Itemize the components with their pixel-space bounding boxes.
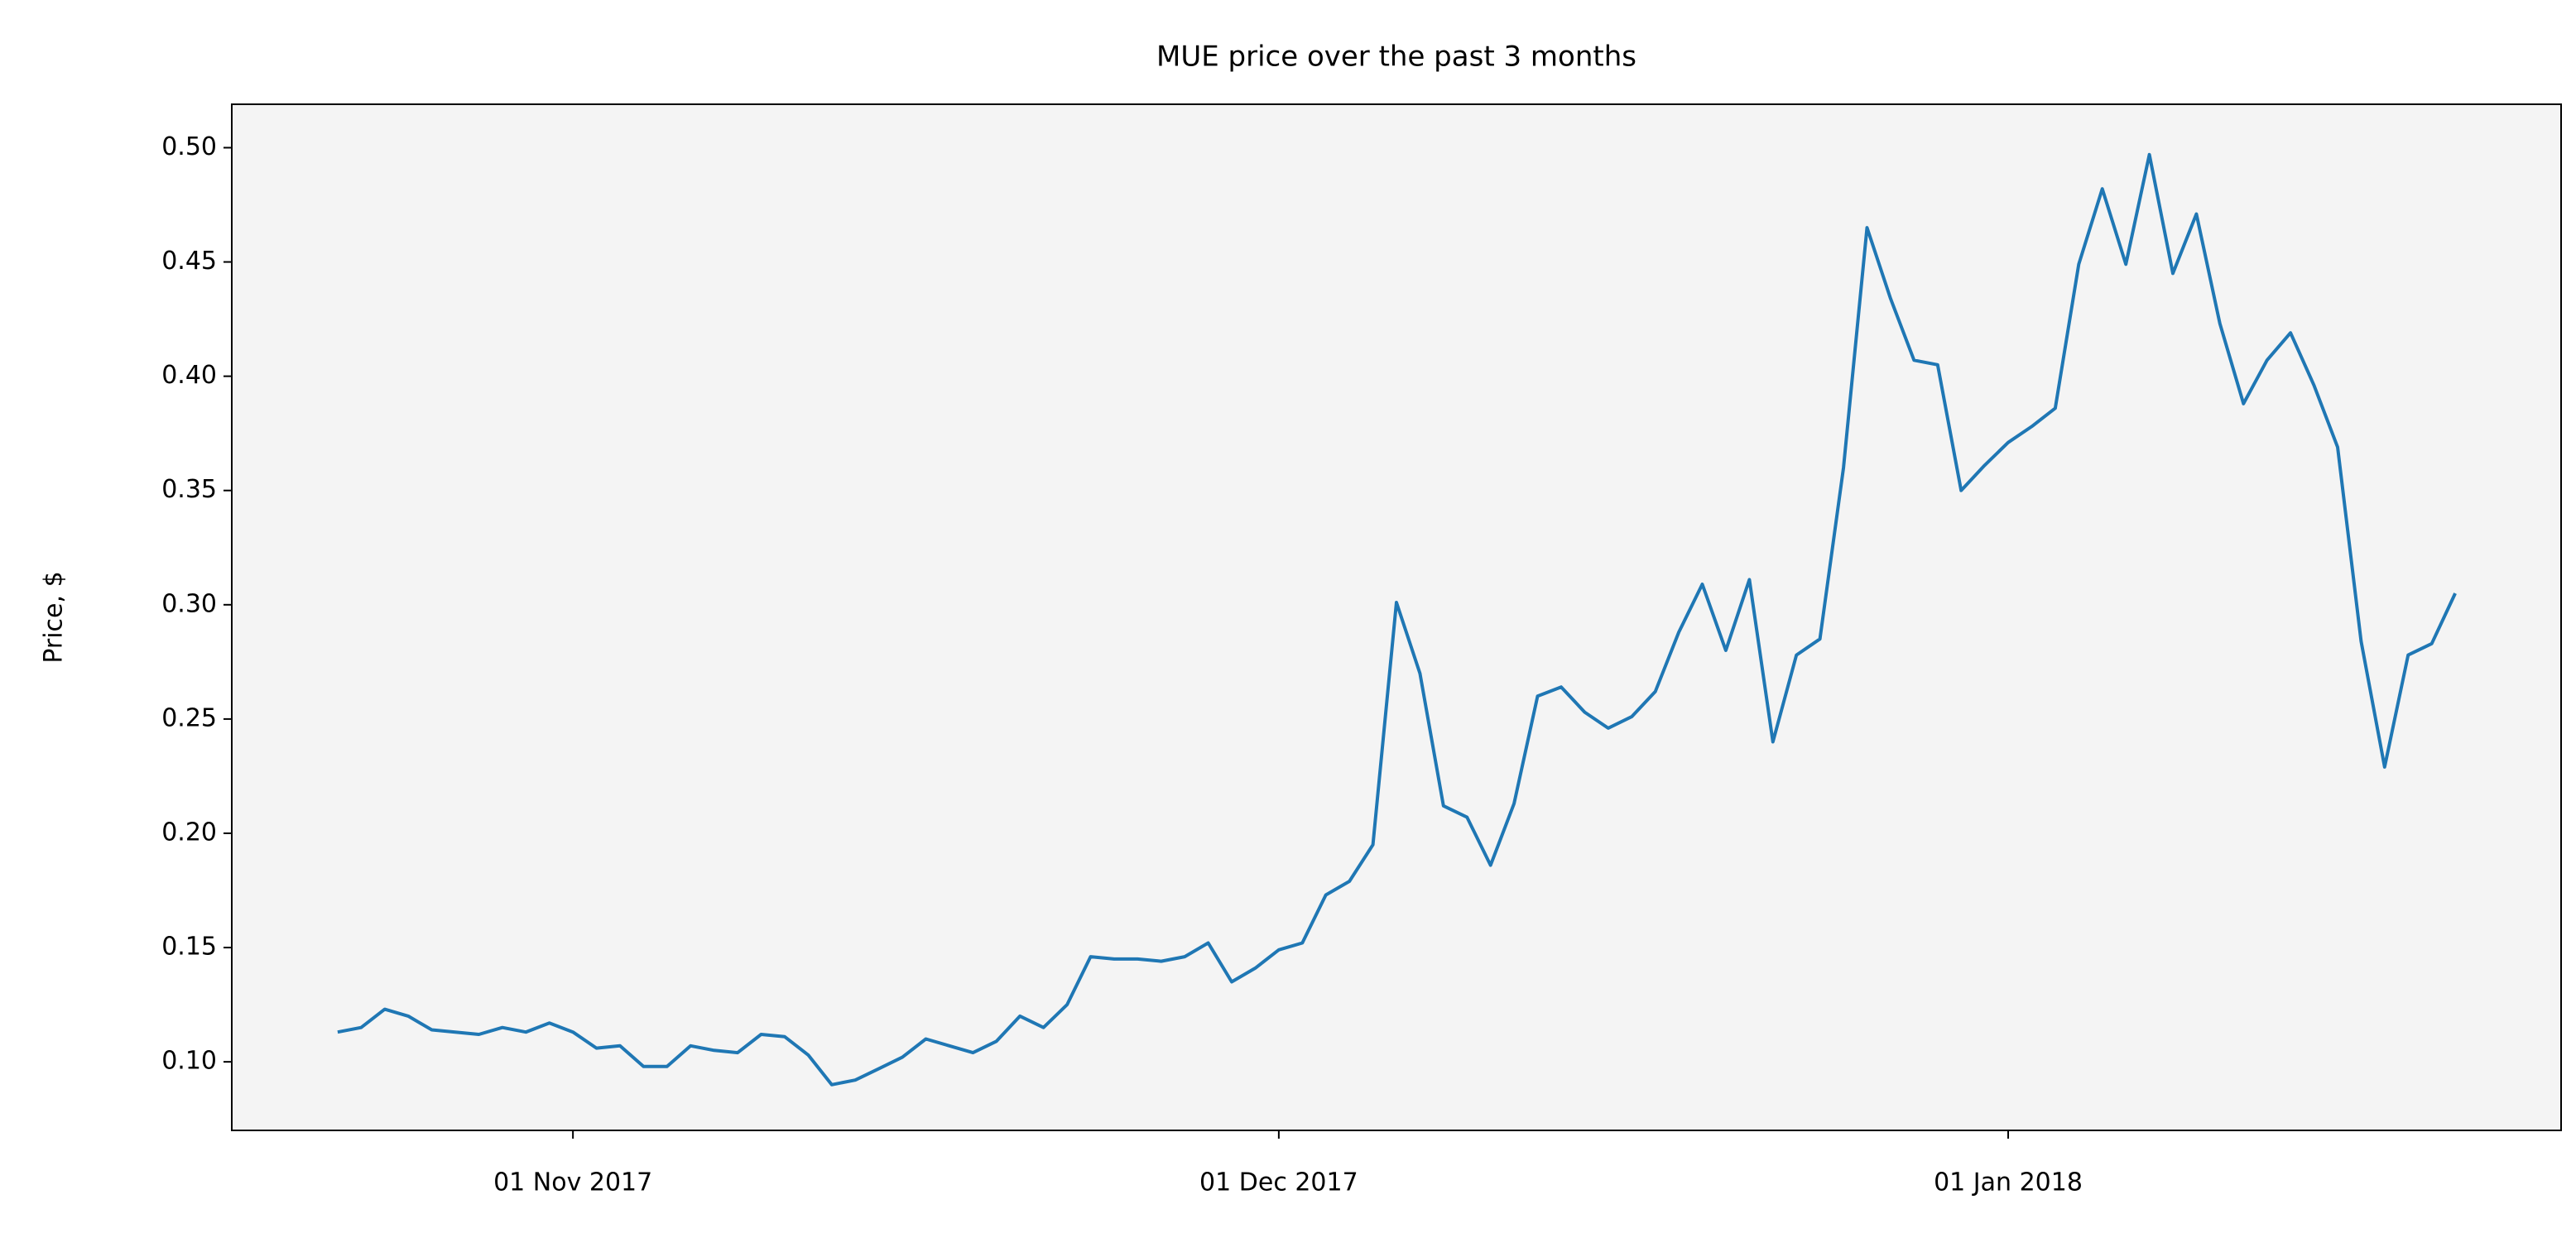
y-tick-label: 0.50 — [161, 132, 217, 161]
y-tick-label: 0.45 — [161, 247, 217, 276]
y-tick-label: 0.35 — [161, 475, 217, 504]
y-tick-label: 0.15 — [161, 933, 217, 962]
y-tick-label: 0.10 — [161, 1047, 217, 1076]
chart-title: MUE price over the past 3 months — [1156, 41, 1636, 74]
y-axis-label: Price, $ — [40, 571, 69, 663]
x-tick-label: 01 Dec 2017 — [1199, 1168, 1358, 1197]
x-tick-label: 01 Jan 2018 — [1934, 1168, 2083, 1197]
x-tick-label: 01 Nov 2017 — [493, 1168, 652, 1197]
price-line — [337, 152, 2457, 1087]
plot-frame — [231, 103, 2562, 1131]
y-tick-label: 0.25 — [161, 703, 217, 732]
y-tick-label: 0.20 — [161, 818, 217, 847]
y-tick-label: 0.40 — [161, 361, 217, 390]
y-tick-label: 0.30 — [161, 589, 217, 618]
